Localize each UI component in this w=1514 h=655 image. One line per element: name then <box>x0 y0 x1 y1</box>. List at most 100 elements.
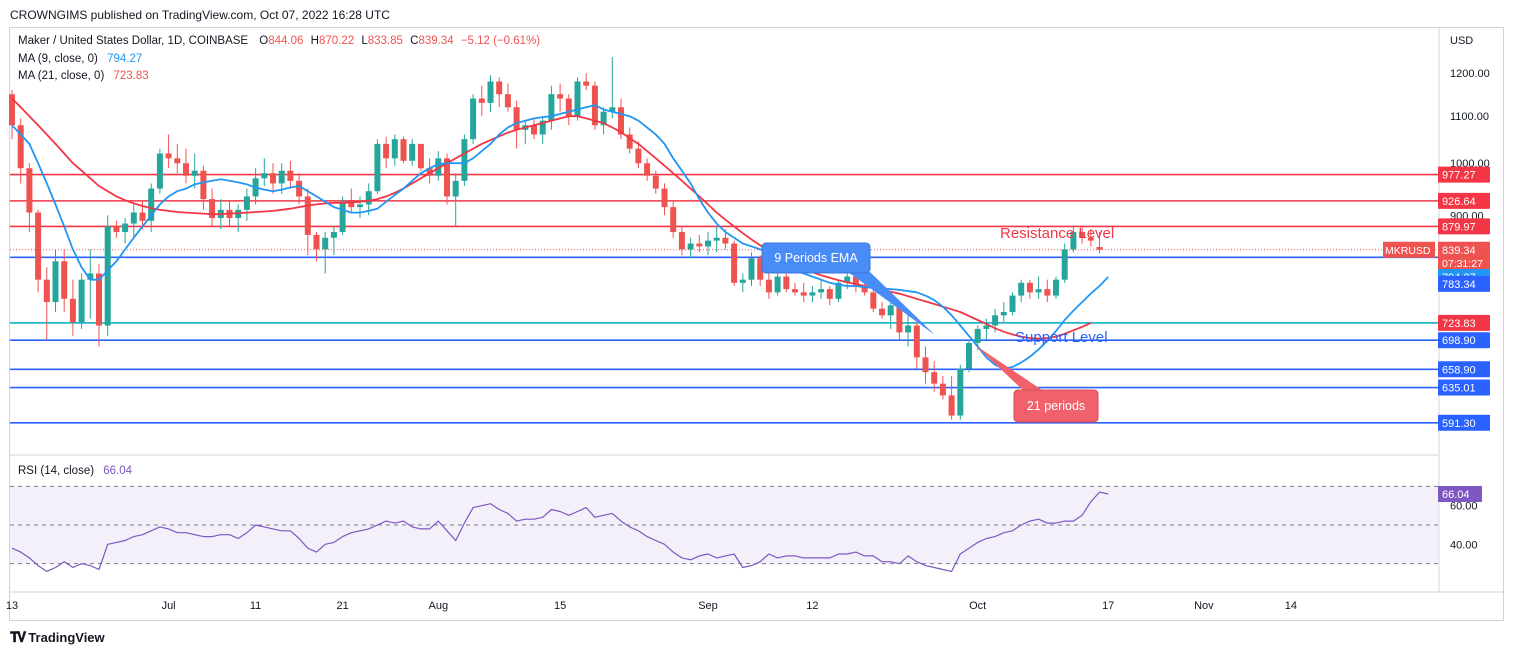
level-tag-658.90: 658.90 <box>1442 364 1476 376</box>
candle-body <box>852 276 859 286</box>
candle-body <box>722 237 729 244</box>
candle-body <box>243 196 250 210</box>
candle-body <box>174 158 181 164</box>
candle-body <box>400 139 407 161</box>
price-tag-783.34-bg <box>1438 275 1490 292</box>
ema-callout-pointer <box>848 272 935 335</box>
rsi-axis-tick: 60.00 <box>1450 501 1478 513</box>
candle-body <box>600 111 607 126</box>
candle-body <box>905 325 912 333</box>
candle-body <box>626 134 633 149</box>
ma9-legend: MA (9, close, 0) 794.27 <box>18 53 143 65</box>
rsi-axis-tick: 40.00 <box>1450 539 1478 551</box>
candle-body <box>122 223 129 233</box>
candle-body <box>713 237 720 241</box>
candle-body <box>96 273 102 326</box>
time-axis-tick: 17 <box>1102 600 1114 612</box>
ma21-callout-pointer <box>975 345 1045 392</box>
ma21-line <box>11 97 1092 340</box>
resistance-label: Resistance Level <box>1000 225 1114 242</box>
candle-body <box>417 143 424 169</box>
open-value: 844.06 <box>268 35 304 47</box>
candle-body <box>487 81 494 103</box>
candle-body <box>391 139 398 159</box>
level-tag-977.27-bg <box>1438 166 1490 183</box>
candle-body <box>52 261 59 303</box>
candle-body <box>644 163 651 176</box>
candle-body <box>304 196 311 235</box>
candle-body <box>209 199 216 219</box>
price-tag-591.30: 591.30 <box>1442 418 1476 430</box>
candle-body <box>1053 279 1059 296</box>
candle-body <box>948 395 955 416</box>
candle-body <box>409 143 416 161</box>
level-tag-926.64-bg <box>1438 192 1490 209</box>
candle-body <box>635 148 642 164</box>
candle-body <box>774 276 781 293</box>
low-value: 833.85 <box>367 35 403 47</box>
candle-body <box>313 234 320 250</box>
candle-body <box>574 81 581 117</box>
candle-body <box>278 170 285 184</box>
candle-body <box>783 276 790 290</box>
candle-body <box>435 158 442 176</box>
time-axis-tick: Jul <box>162 600 176 612</box>
candle-body <box>861 285 868 293</box>
tradingview-logo[interactable]: 𝐓𝐕 TradingView <box>10 629 105 645</box>
price-tag-783.34: 783.34 <box>1442 279 1476 291</box>
candle-body <box>826 289 833 299</box>
current-price-tag-bg <box>1438 241 1490 270</box>
candle-body <box>330 232 337 238</box>
candle-body <box>922 357 929 373</box>
candle-body <box>383 143 390 159</box>
price-axis-tick: 1200.00 <box>1450 68 1490 80</box>
chart-frame <box>9 27 1504 621</box>
candle-body <box>513 107 520 130</box>
candle-body <box>1044 289 1051 296</box>
candle-body <box>696 243 703 247</box>
change-value: −5.12 (−0.61%) <box>460 35 541 47</box>
candle-body <box>87 273 94 280</box>
candle-body <box>966 342 972 369</box>
candle-body <box>1096 246 1103 250</box>
time-axis-tick: 21 <box>336 600 348 612</box>
candle-body <box>583 81 590 86</box>
time-axis-tick: 15 <box>554 600 566 612</box>
candle-body <box>705 240 711 247</box>
price-axis-currency: USD <box>1450 35 1473 47</box>
ticker-tag: MKRUSD <box>1385 245 1431 257</box>
price-tag-591.30-bg <box>1438 414 1490 431</box>
rsi-value: 66.04 <box>103 465 133 477</box>
tradingview-logo-icon: 𝐓𝐕 <box>10 629 26 645</box>
candle-body <box>1000 311 1007 316</box>
candle-body <box>339 201 346 233</box>
time-axis-tick: 14 <box>1285 600 1297 612</box>
ma21-legend: MA (21, close, 0) 723.83 <box>18 70 149 82</box>
level-tag-658.90-bg <box>1438 361 1490 378</box>
candle-body <box>983 325 990 329</box>
candle-body <box>618 107 624 135</box>
candle-body <box>61 261 68 299</box>
candle-body <box>426 168 433 176</box>
candle-body <box>357 204 363 208</box>
candle-body <box>818 289 825 293</box>
candle-body <box>348 201 355 208</box>
candle-body <box>548 94 555 121</box>
ma21-callout-box <box>1013 389 1099 423</box>
candle-body <box>670 207 677 233</box>
candle-body <box>879 308 885 316</box>
candle-body <box>365 191 372 205</box>
rsi-tag: 66.04 <box>1442 489 1470 501</box>
symbol-legend: Maker / United States Dollar, 1D, COINBA… <box>18 35 541 47</box>
candle-body <box>1061 249 1068 280</box>
candle-body <box>261 173 268 179</box>
candle-body <box>1079 232 1086 238</box>
candle-body <box>800 292 807 296</box>
candle-body <box>609 107 616 112</box>
level-tag-698.90: 698.90 <box>1442 335 1476 347</box>
time-axis-tick: Aug <box>429 600 449 612</box>
current-price-tag: 839.34 <box>1442 245 1476 257</box>
rsi-tag-bg <box>1438 485 1482 502</box>
level-tag-723.83-bg <box>1438 314 1490 331</box>
